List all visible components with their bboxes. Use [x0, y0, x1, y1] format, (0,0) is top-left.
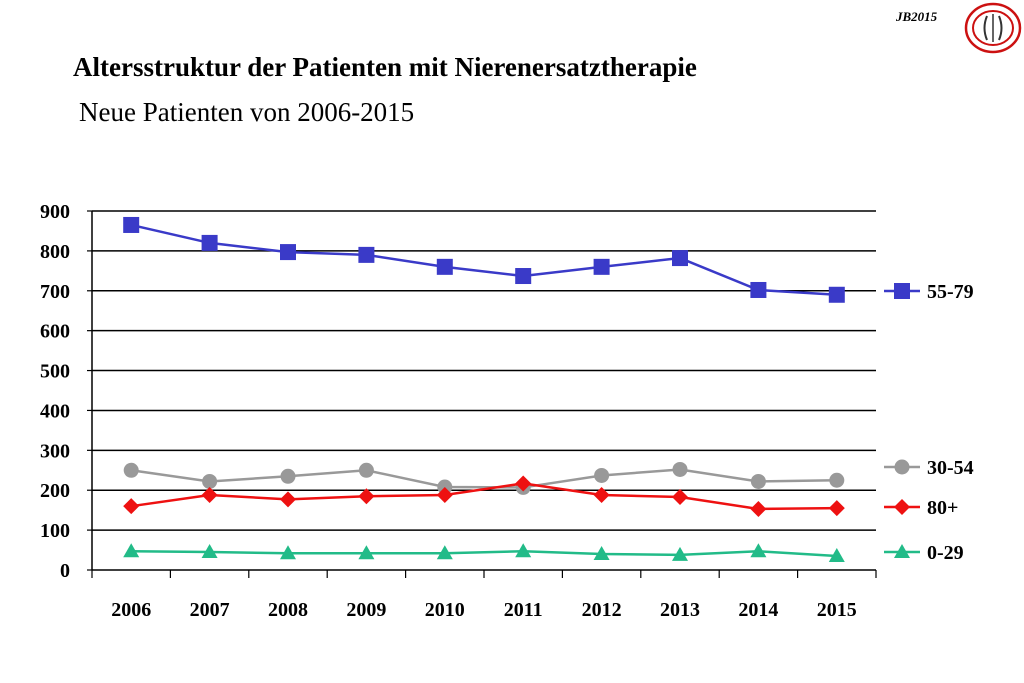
- legend-marker: [894, 544, 910, 558]
- series-line: [131, 550, 837, 558]
- series-80+: [123, 475, 845, 517]
- data-point: [358, 462, 374, 478]
- x-tick-label: 2008: [268, 599, 308, 621]
- legend-label: 0-29: [927, 542, 964, 564]
- series-line: [131, 468, 837, 489]
- brand-label: JB2015: [896, 9, 938, 24]
- data-point: [594, 467, 610, 483]
- data-point: [123, 498, 140, 515]
- legend-label: 30-54: [927, 457, 974, 479]
- y-tick-label: 500: [40, 361, 70, 383]
- data-point: [593, 546, 610, 561]
- legend-item: 30-54: [884, 457, 974, 479]
- data-point: [280, 244, 296, 261]
- x-axis-ticks: 2006 2007 2008 2009 2010 2011 2012 2013 2014 2015: [111, 599, 857, 621]
- y-tick-label: 800: [40, 241, 70, 263]
- data-point: [750, 281, 767, 298]
- data-point: [593, 258, 610, 275]
- logo-seal-icon: [964, 2, 1022, 54]
- data-point: [515, 475, 532, 492]
- data-point: [515, 543, 532, 558]
- data-point: [358, 246, 375, 263]
- data-point: [280, 545, 296, 560]
- data-point: [829, 472, 845, 488]
- series-0-29: [123, 543, 845, 563]
- series-55-79: [123, 216, 845, 303]
- y-tick-label: 200: [40, 480, 70, 502]
- y-tick-label: 100: [40, 520, 70, 542]
- x-tick-label: 2015: [817, 599, 857, 621]
- data-point: [672, 546, 688, 561]
- data-point: [672, 461, 688, 477]
- data-point: [123, 543, 140, 558]
- x-tick-label: 2007: [190, 599, 230, 621]
- legend-marker: [894, 283, 910, 299]
- series-line: [130, 223, 837, 297]
- data-point: [750, 500, 767, 517]
- legend-item: 80+: [884, 497, 958, 519]
- page-title: Altersstruktur der Patienten mit Nierene…: [73, 52, 697, 82]
- x-tick-label: 2009: [346, 599, 386, 621]
- data-point: [201, 234, 218, 251]
- data-point: [436, 258, 453, 275]
- y-tick-label: 600: [40, 321, 70, 343]
- page-subtitle: Neue Patienten von 2006-2015: [79, 97, 415, 127]
- chart-axes: [87, 210, 877, 578]
- legend-item: 55-79: [884, 281, 974, 303]
- legend-label: 55-79: [927, 281, 974, 303]
- data-point: [358, 545, 375, 560]
- y-tick-label: 400: [40, 400, 70, 422]
- legend-marker: [894, 499, 910, 515]
- data-point: [280, 491, 296, 508]
- data-point: [123, 216, 140, 233]
- data-point: [750, 473, 766, 489]
- data-point: [593, 487, 610, 504]
- x-tick-label: 2012: [582, 599, 622, 621]
- data-point: [202, 473, 218, 489]
- y-tick-label: 300: [40, 440, 70, 462]
- data-point: [828, 500, 845, 517]
- x-tick-label: 2013: [660, 599, 700, 621]
- data-point: [828, 286, 845, 303]
- series-line: [131, 482, 837, 511]
- data-point: [123, 462, 139, 478]
- legend-item: 0-29: [884, 542, 964, 564]
- y-tick-label: 900: [40, 201, 70, 223]
- data-point: [436, 487, 453, 504]
- chart-series: [123, 216, 845, 563]
- data-point: [280, 468, 296, 484]
- x-tick-label: 2010: [425, 599, 465, 621]
- chart-legend: 55-79 30-54 80+ 0-29: [884, 281, 974, 564]
- data-point: [201, 487, 218, 504]
- y-tick-label: 700: [40, 281, 70, 303]
- data-point: [672, 250, 688, 267]
- data-point: [828, 548, 845, 563]
- data-point: [515, 268, 532, 285]
- x-tick-label: 2006: [111, 599, 151, 621]
- y-axis-ticks: 0 100 200 300 400 500 600 700 800 900: [40, 201, 70, 582]
- data-point: [672, 489, 688, 506]
- data-point: [358, 488, 375, 505]
- y-tick-label: 0: [60, 560, 70, 582]
- x-tick-label: 2011: [504, 599, 543, 621]
- data-point: [201, 544, 218, 559]
- x-tick-label: 2014: [738, 599, 778, 621]
- data-point: [750, 543, 767, 558]
- data-point: [436, 545, 453, 560]
- legend-label: 80+: [927, 497, 958, 519]
- legend-marker: [894, 459, 910, 475]
